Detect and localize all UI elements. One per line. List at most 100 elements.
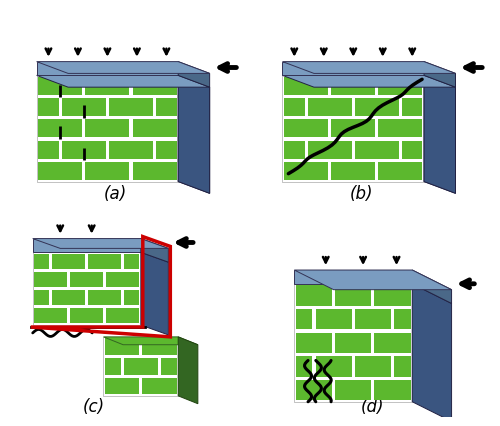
Polygon shape <box>282 62 456 73</box>
Polygon shape <box>141 252 169 335</box>
Polygon shape <box>36 75 210 87</box>
Bar <box>296 356 312 377</box>
Bar <box>316 309 352 329</box>
Bar <box>394 309 410 329</box>
Polygon shape <box>424 75 456 193</box>
Bar <box>38 119 82 138</box>
Polygon shape <box>178 75 210 193</box>
Bar <box>88 290 121 305</box>
Bar <box>124 358 158 374</box>
Bar <box>335 285 372 306</box>
Bar <box>38 141 58 159</box>
Bar <box>294 284 412 402</box>
Bar <box>105 358 120 374</box>
Bar <box>284 141 304 159</box>
Bar <box>355 98 399 116</box>
Polygon shape <box>141 239 169 262</box>
Bar <box>296 380 332 400</box>
Bar <box>378 162 422 180</box>
Bar <box>106 308 140 323</box>
Bar <box>378 77 422 95</box>
Bar <box>335 380 372 400</box>
Bar <box>282 75 424 181</box>
Polygon shape <box>424 62 456 87</box>
Bar <box>156 141 176 159</box>
Text: (c): (c) <box>82 397 104 415</box>
Bar <box>34 272 67 287</box>
Bar <box>34 290 49 305</box>
Bar <box>331 162 376 180</box>
Bar <box>86 77 130 95</box>
Bar <box>105 338 140 355</box>
Text: (a): (a) <box>104 185 127 203</box>
Bar <box>296 309 312 329</box>
Bar <box>34 308 67 323</box>
Bar <box>106 272 140 287</box>
Bar <box>378 119 422 138</box>
Bar <box>331 77 376 95</box>
Bar <box>282 62 424 75</box>
Bar <box>52 254 85 269</box>
Bar <box>394 356 410 377</box>
Bar <box>156 98 176 116</box>
Bar <box>70 272 103 287</box>
Bar <box>355 141 399 159</box>
Bar <box>284 119 328 138</box>
Bar <box>402 141 422 159</box>
Polygon shape <box>424 75 456 193</box>
Bar <box>294 270 412 284</box>
Bar <box>124 254 140 269</box>
Bar <box>70 308 103 323</box>
Bar <box>402 98 422 116</box>
Polygon shape <box>178 75 210 193</box>
Bar <box>52 290 85 305</box>
Bar <box>38 162 82 180</box>
Bar <box>308 98 352 116</box>
Bar <box>142 378 176 394</box>
Bar <box>105 378 140 394</box>
Polygon shape <box>178 62 210 87</box>
Bar <box>284 162 328 180</box>
Bar <box>308 141 352 159</box>
Bar <box>355 356 391 377</box>
Bar <box>161 358 176 374</box>
Bar <box>32 239 141 252</box>
Bar <box>62 141 106 159</box>
Text: (d): (d) <box>361 397 384 415</box>
Bar <box>335 333 372 353</box>
Bar <box>132 162 176 180</box>
Bar <box>374 285 410 306</box>
Bar <box>132 77 176 95</box>
Bar <box>124 290 140 305</box>
Bar <box>36 75 178 181</box>
Polygon shape <box>412 270 452 303</box>
Bar <box>32 252 141 325</box>
Bar <box>296 333 332 353</box>
Bar <box>296 285 332 306</box>
Polygon shape <box>36 62 210 73</box>
Bar <box>88 254 121 269</box>
Bar <box>86 119 130 138</box>
Bar <box>109 141 153 159</box>
Bar <box>284 98 304 116</box>
Polygon shape <box>32 239 168 248</box>
Polygon shape <box>178 337 198 404</box>
Bar <box>109 98 153 116</box>
Polygon shape <box>294 270 452 290</box>
Bar <box>38 98 58 116</box>
Text: (b): (b) <box>350 185 373 203</box>
Bar <box>316 356 352 377</box>
Bar <box>142 338 176 355</box>
Bar <box>36 62 178 75</box>
Bar <box>38 77 82 95</box>
Bar <box>62 98 106 116</box>
Bar <box>374 380 410 400</box>
Bar <box>132 119 176 138</box>
Bar <box>331 119 376 138</box>
Polygon shape <box>282 75 456 87</box>
Bar <box>355 309 391 329</box>
Bar <box>374 333 410 353</box>
Bar <box>104 337 178 396</box>
Bar <box>284 77 328 95</box>
Bar <box>34 254 49 269</box>
